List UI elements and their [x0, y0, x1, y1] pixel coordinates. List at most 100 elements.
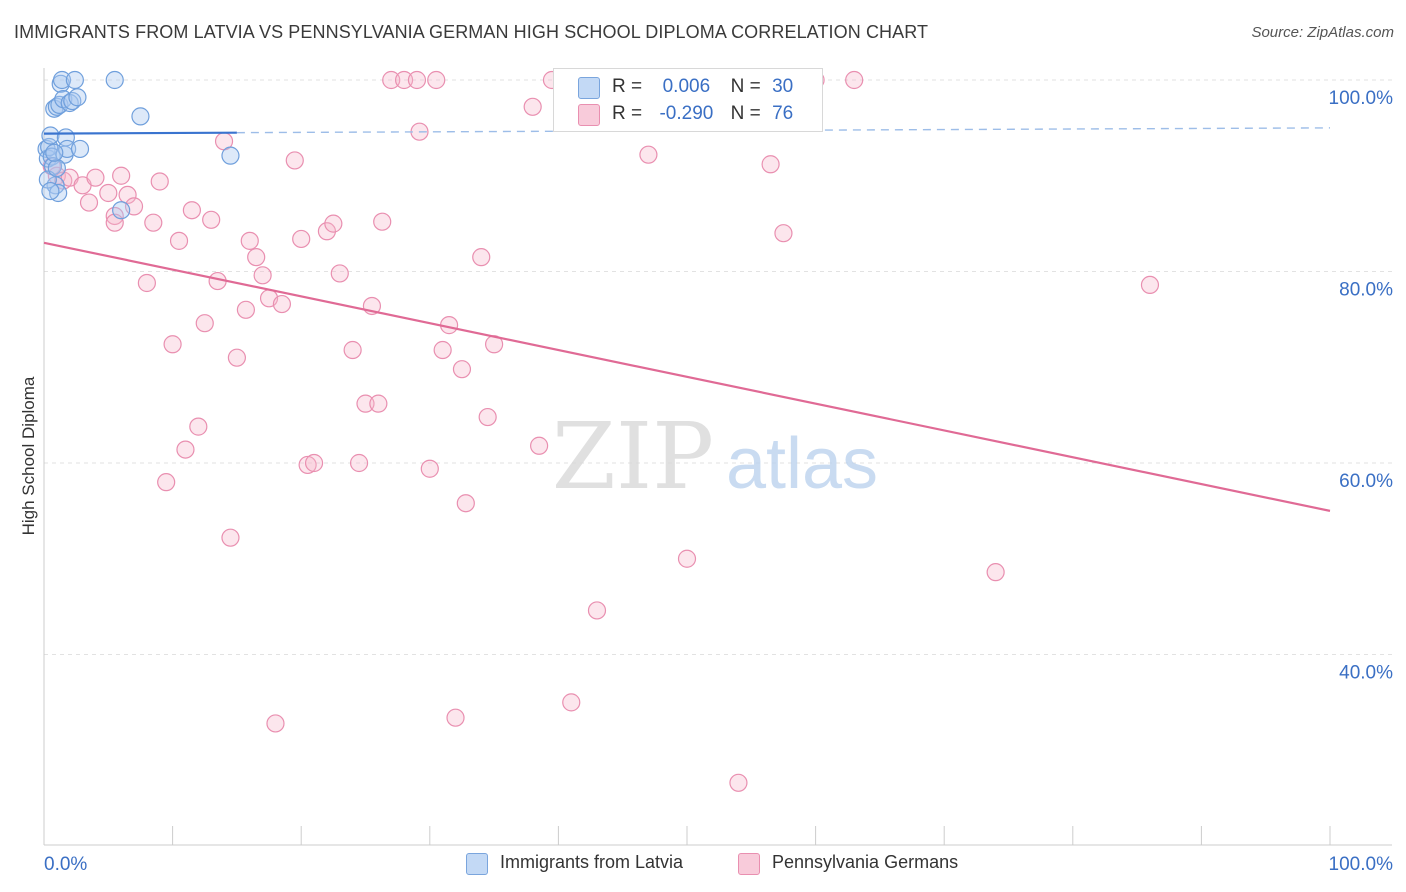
- data-point-pa-german: [523, 97, 542, 116]
- data-point-pa-german: [587, 601, 607, 620]
- data-point-pa-german: [330, 264, 349, 283]
- data-point-pa-german: [182, 201, 201, 220]
- data-point-pa-german: [221, 528, 240, 547]
- data-point-pa-german: [163, 335, 182, 354]
- data-point-pa-german: [247, 248, 266, 267]
- y-axis-label: High School Diploma: [19, 376, 38, 535]
- data-point-pa-german: [292, 229, 311, 249]
- data-point-latvia: [112, 201, 131, 220]
- bottom-swatch-latvia: [466, 853, 488, 875]
- watermark-zip: ZIP: [552, 403, 714, 510]
- data-point-pa-german: [420, 459, 439, 478]
- r-label: R =: [612, 76, 643, 97]
- chart-title: IMMIGRANTS FROM LATVIA VS PENNSYLVANIA G…: [14, 22, 929, 42]
- bottom-swatch-pa-german: [738, 853, 760, 875]
- data-point-pa-german: [176, 440, 195, 459]
- data-point-pa-german: [677, 549, 697, 568]
- data-point-pa-german: [530, 436, 549, 455]
- watermark: ZIP atlas: [552, 403, 878, 510]
- data-point-pa-german: [369, 394, 388, 413]
- data-point-pa-german: [202, 210, 221, 229]
- data-point-latvia: [47, 158, 66, 178]
- data-point-pa-german: [478, 407, 497, 427]
- r-label: R =: [612, 103, 643, 124]
- data-point-pa-german: [189, 417, 208, 436]
- data-point-latvia: [65, 70, 84, 90]
- data-point-pa-german: [343, 340, 362, 360]
- data-point-latvia: [70, 139, 90, 159]
- data-point-pa-german: [446, 708, 465, 727]
- stats-legend: R = 0.006 N = 30 R = -0.290 N = 76: [553, 68, 823, 132]
- data-point-pa-german: [253, 266, 272, 285]
- data-point-pa-german: [79, 193, 99, 212]
- trend-line-latvia: [43, 131, 237, 135]
- x-tick-labels: 0.0% 100.0%: [44, 854, 1393, 875]
- data-point-pa-german: [112, 166, 131, 185]
- data-point-pa-german: [304, 453, 324, 473]
- data-point-latvia: [131, 107, 150, 126]
- data-point-pa-german: [118, 185, 137, 204]
- x-tick-label: 0.0%: [44, 854, 87, 875]
- legend-swatch-latvia: [578, 77, 600, 99]
- source-label: Source: ZipAtlas.com: [1251, 24, 1394, 41]
- data-point-latvia: [68, 88, 87, 107]
- r-value-latvia: 0.006: [662, 76, 711, 97]
- data-point-pa-german: [729, 773, 748, 792]
- trend-line-pa-german: [43, 241, 1331, 512]
- gridlines: [44, 79, 1392, 655]
- data-point-pa-german: [456, 494, 475, 513]
- data-point-pa-german: [157, 473, 176, 492]
- data-point-pa-german: [272, 294, 292, 314]
- data-point-pa-german: [774, 224, 793, 243]
- y-tick-label: 60.0%: [1339, 471, 1393, 492]
- n-value-pa-german: 76: [772, 103, 794, 124]
- data-point-pa-german: [137, 273, 156, 293]
- n-value-latvia: 30: [772, 76, 794, 97]
- y-tick-label: 40.0%: [1339, 663, 1393, 684]
- data-point-pa-german: [324, 214, 343, 233]
- watermark-atlas: atlas: [726, 424, 878, 504]
- data-point-pa-german: [761, 155, 780, 174]
- r-value-pa-german: -0.290: [659, 103, 714, 124]
- bottom-legend-label-pa-german: Pennsylvania Germans: [772, 852, 959, 872]
- data-point-pa-german: [86, 168, 105, 187]
- data-point-pa-german: [150, 172, 169, 191]
- data-point-latvia: [221, 146, 240, 165]
- data-point-pa-german: [236, 300, 256, 319]
- data-point-pa-german: [144, 213, 163, 232]
- y-tick-label: 100.0%: [1329, 88, 1394, 109]
- data-point-pa-german: [373, 212, 392, 231]
- data-point-latvia: [41, 126, 60, 145]
- bottom-legend-label-latvia: Immigrants from Latvia: [500, 852, 684, 872]
- data-point-pa-german: [266, 714, 285, 733]
- data-point-pa-german: [99, 183, 118, 203]
- n-label: N =: [730, 103, 761, 124]
- data-point-latvia: [45, 143, 64, 162]
- axes: [43, 68, 1392, 846]
- y-tick-label: 80.0%: [1339, 280, 1393, 301]
- data-point-pa-german: [285, 151, 304, 170]
- n-label: N =: [730, 76, 761, 97]
- legend-text-pa-german: R = -0.290 N = 76: [612, 103, 793, 125]
- data-point-pa-german: [382, 70, 401, 90]
- data-point-pa-german: [845, 70, 864, 90]
- latvia-points: [37, 70, 240, 220]
- data-point-pa-german: [298, 455, 317, 475]
- data-point-pa-german: [986, 563, 1005, 582]
- y-tick-labels: 100.0% 80.0% 60.0% 40.0%: [1329, 88, 1394, 684]
- legend-swatch-pa-german: [578, 104, 600, 126]
- data-point-pa-german: [472, 248, 491, 267]
- data-point-pa-german: [356, 394, 375, 413]
- data-point-pa-german: [562, 693, 581, 712]
- data-point-latvia: [52, 70, 72, 90]
- legend-text-latvia: R = 0.006 N = 30: [612, 76, 793, 98]
- data-point-pa-german: [227, 348, 246, 367]
- x-tick-label: 100.0%: [1329, 854, 1394, 875]
- data-point-pa-german: [349, 453, 369, 473]
- data-point-pa-german: [407, 70, 427, 90]
- data-point-pa-german: [240, 231, 259, 250]
- data-point-latvia: [41, 181, 60, 201]
- data-point-pa-german: [394, 70, 414, 90]
- data-point-pa-german: [195, 314, 214, 333]
